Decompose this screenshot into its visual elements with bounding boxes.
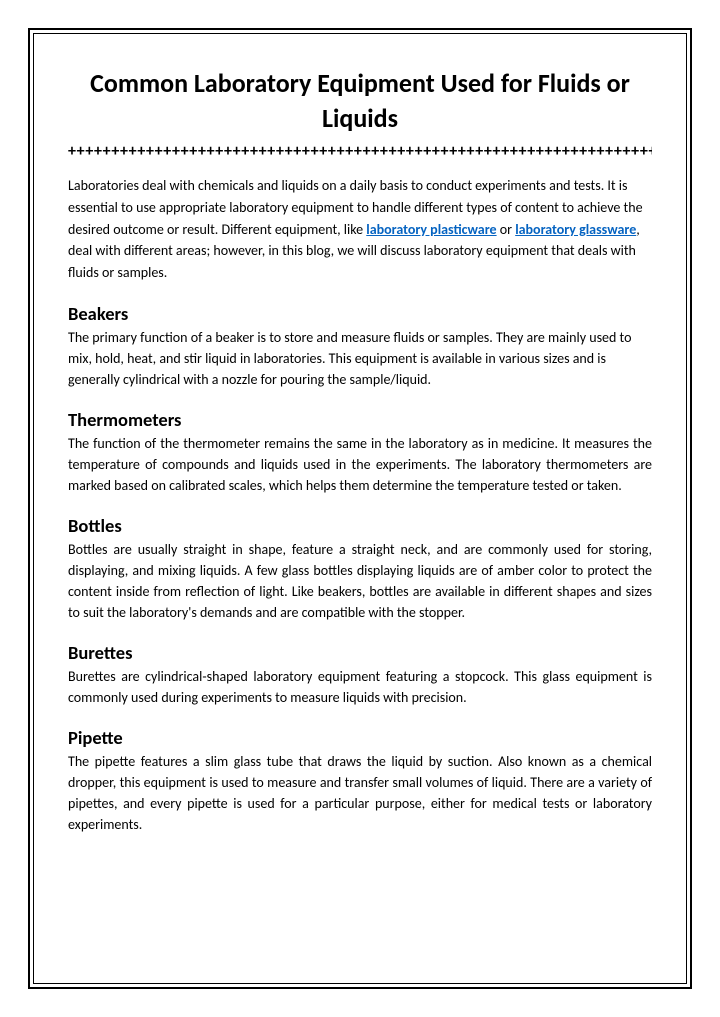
divider-line: ++++++++++++++++++++++++++++++++++++++++… bbox=[68, 142, 652, 161]
intro-text-mid: or bbox=[497, 221, 516, 238]
section-body-bottles: Bottles are usually straight in shape, f… bbox=[68, 539, 652, 623]
section-heading-beakers: Beakers bbox=[68, 302, 652, 325]
outer-border: Common Laboratory Equipment Used for Flu… bbox=[28, 28, 692, 989]
link-plasticware[interactable]: laboratory plasticware bbox=[366, 221, 496, 238]
link-glassware[interactable]: laboratory glassware bbox=[515, 221, 636, 238]
section-heading-thermometers: Thermometers bbox=[68, 408, 652, 431]
section-body-pipette: The pipette features a slim glass tube t… bbox=[68, 751, 652, 835]
section-heading-bottles: Bottles bbox=[68, 514, 652, 537]
page-title: Common Laboratory Equipment Used for Flu… bbox=[68, 66, 652, 136]
section-body-beakers: The primary function of a beaker is to s… bbox=[68, 327, 652, 390]
intro-paragraph: Laboratories deal with chemicals and liq… bbox=[68, 175, 652, 283]
section-body-burettes: Burettes are cylindrical-shaped laborato… bbox=[68, 666, 652, 708]
section-heading-pipette: Pipette bbox=[68, 726, 652, 749]
document-page: Common Laboratory Equipment Used for Flu… bbox=[0, 0, 720, 1017]
inner-border: Common Laboratory Equipment Used for Flu… bbox=[33, 33, 687, 984]
section-body-thermometers: The function of the thermometer remains … bbox=[68, 433, 652, 496]
section-heading-burettes: Burettes bbox=[68, 641, 652, 664]
